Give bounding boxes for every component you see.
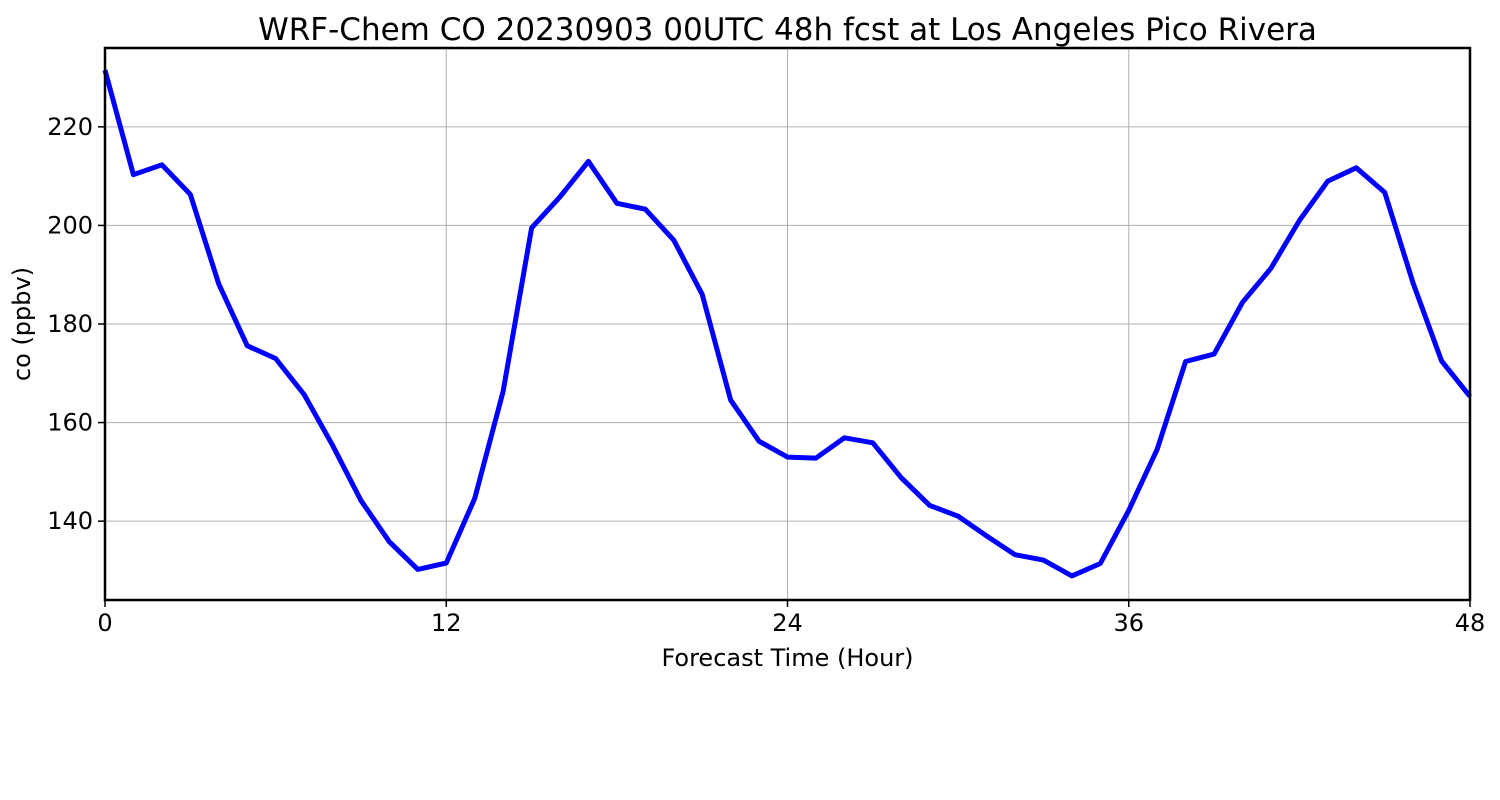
chart-title: WRF-Chem CO 20230903 00UTC 48h fcst at L… xyxy=(258,12,1317,48)
x-tick-label: 48 xyxy=(1455,609,1486,637)
y-tick-label: 140 xyxy=(47,507,93,535)
y-axis-label: co (ppbv) xyxy=(8,267,36,381)
y-tick-label: 200 xyxy=(47,211,93,239)
y-tick-label: 220 xyxy=(47,113,93,141)
x-tick-label: 36 xyxy=(1113,609,1144,637)
series-layer xyxy=(102,69,1472,579)
x-tick-label: 12 xyxy=(431,609,462,637)
x-axis-label: Forecast Time (Hour) xyxy=(661,644,913,672)
x-tick-label: 0 xyxy=(97,609,112,637)
gridlines xyxy=(104,48,1471,600)
ticks: 0 12 24 36 48 140 160 180 200 220 xyxy=(47,113,1485,637)
y-tick-label: 180 xyxy=(47,310,93,338)
series-line xyxy=(102,69,1472,579)
x-tick-label: 24 xyxy=(772,609,803,637)
y-tick-label: 160 xyxy=(47,409,93,437)
